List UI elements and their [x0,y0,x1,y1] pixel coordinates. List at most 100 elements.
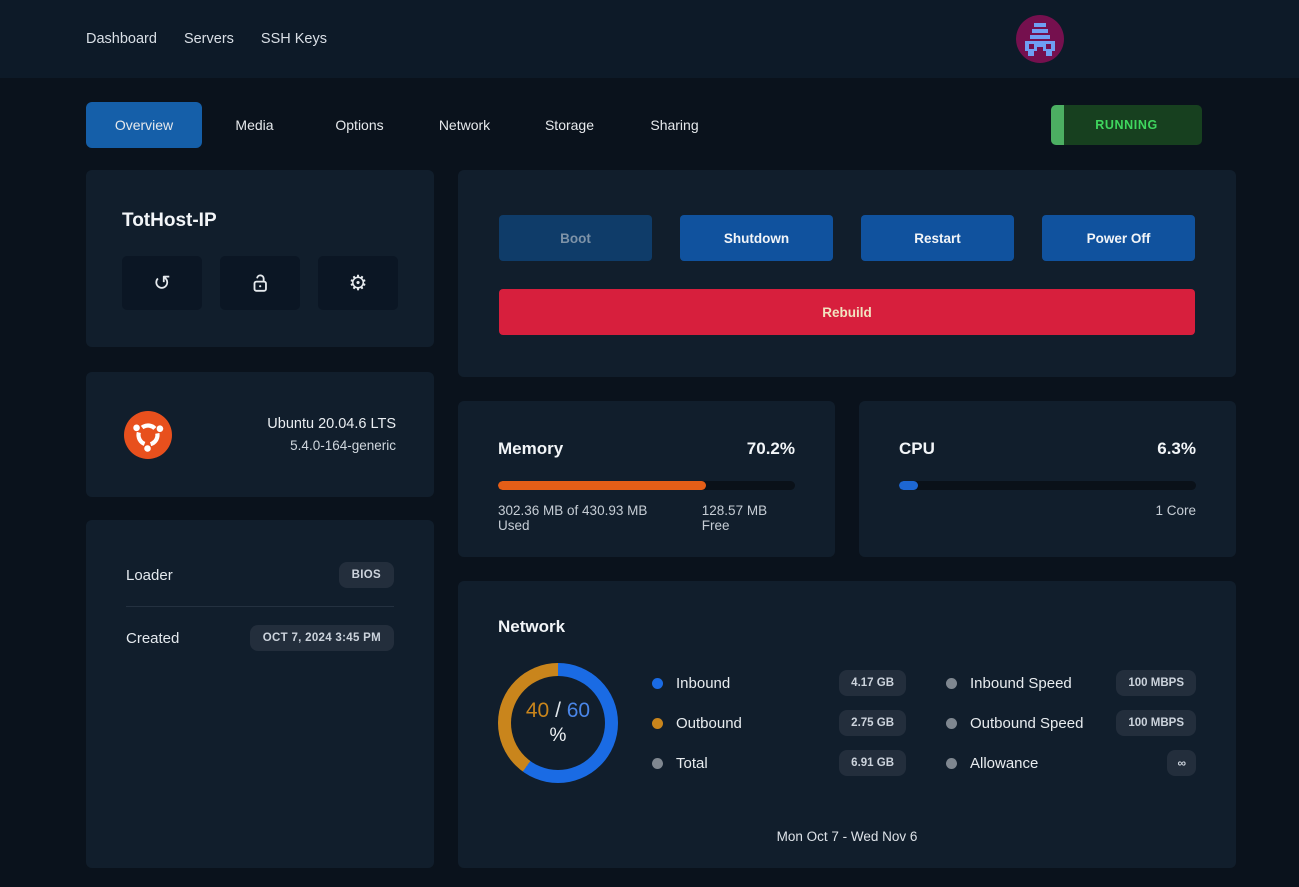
cpu-usage-bar [899,481,1196,490]
status-badge: RUNNING [1051,105,1202,145]
loader-label: Loader [126,566,173,584]
inbound-dot-icon [652,677,663,689]
top-nav: Dashboard Servers SSH Keys [86,31,327,47]
inbound-value-badge: 4.17 GB [839,670,906,696]
legend-total-row: Total 6.91 GB [652,750,906,777]
os-info: Ubuntu 20.04.6 LTS 5.4.0-164-generic [267,416,396,453]
outbound-speed-value-badge: 100 MBPS [1116,710,1196,736]
tab-options[interactable]: Options [335,117,384,133]
donut-outbound-pct: 40 [525,699,550,722]
server-name-card: TotHost-IP ↺ ⚙ [86,170,434,347]
tab-overview[interactable]: Overview [86,102,202,148]
total-label: Total [676,754,708,772]
created-value-badge: OCT 7, 2024 3:45 PM [249,625,394,651]
page-content: Overview Media Options Network Storage S… [0,102,1299,868]
meta-divider [126,606,394,607]
outbound-label: Outbound [676,714,742,732]
settings-server-button[interactable]: ⚙ [318,256,398,310]
os-kernel: 5.4.0-164-generic [290,438,396,453]
cpu-sub: 1 Core [899,503,1196,518]
network-period: Mon Oct 7 - Wed Nov 6 [776,829,918,844]
power-controls-card: Boot Shutdown Restart Power Off Rebuild [458,170,1236,377]
lock-server-button[interactable] [220,256,300,310]
outbound-dot-icon [652,717,663,729]
cpu-header: CPU 6.3% [899,439,1196,459]
allowance-value-badge: ∞ [1167,750,1196,776]
left-sidebar: TotHost-IP ↺ ⚙ [86,170,434,868]
legend-allowance-row: Allowance ∞ [946,750,1196,777]
usage-stats-row: Memory 70.2% 302.36 MB of 430.93 MB Used… [458,401,1236,557]
rebuild-button[interactable]: Rebuild [499,289,1195,335]
gear-icon: ⚙ [348,271,368,295]
nav-link-servers[interactable]: Servers [183,31,234,47]
status-badge-label: RUNNING [1095,118,1158,132]
memory-free-text: 128.57 MB Free [701,503,768,533]
cpu-cores-text: 1 Core [1155,503,1196,518]
legend-inbound-speed-row: Inbound Speed 100 MBPS [946,670,1196,697]
donut-separator: / [549,699,567,722]
inbound-speed-label: Inbound Speed [970,674,1072,692]
cpu-percent: 6.3% [1157,439,1196,458]
loader-value-badge: BIOS [338,562,394,588]
loader-row: Loader BIOS [126,544,394,606]
nav-link-dashboard[interactable]: Dashboard [86,31,157,47]
memory-usage-bar-fill [498,481,707,490]
restart-icon: ↺ [153,271,171,295]
created-row: Created OCT 7, 2024 3:45 PM [126,607,394,669]
donut-inbound-pct: 60 [566,699,591,722]
created-label: Created [126,629,180,647]
legend-inbound-row: Inbound 4.17 GB [652,670,906,697]
os-card: Ubuntu 20.04.6 LTS 5.4.0-164-generic [86,372,434,497]
unlock-icon [253,274,267,292]
network-donut: 40 / 60 % [498,663,618,783]
inbound-speed-dot-icon [946,677,957,689]
inbound-label: Inbound [676,674,731,692]
boot-button[interactable]: Boot [499,215,652,261]
inbound-speed-value-badge: 100 MBPS [1116,670,1196,696]
network-title: Network [498,617,566,636]
outbound-speed-label: Outbound Speed [970,714,1084,732]
tab-bar: Overview Media Options Network Storage S… [86,102,1202,148]
donut-unit: % [549,725,567,746]
network-donut-center: 40 / 60 % [511,676,605,770]
os-name: Ubuntu 20.04.6 LTS [267,416,396,432]
allowance-dot-icon [946,757,957,769]
total-dot-icon [652,757,663,769]
allowance-label: Allowance [970,754,1039,772]
memory-card: Memory 70.2% 302.36 MB of 430.93 MB Used… [458,401,835,557]
shutdown-button[interactable]: Shutdown [680,215,833,261]
top-bar: Dashboard Servers SSH Keys [0,0,1299,78]
outbound-speed-dot-icon [946,717,957,729]
restart-button[interactable]: Restart [861,215,1014,261]
memory-sub: 302.36 MB of 430.93 MB Used 128.57 MB Fr… [498,503,795,533]
cpu-title: CPU [899,439,935,458]
network-legend-right: Inbound Speed 100 MBPS Outbound Speed 10… [946,670,1196,777]
outbound-value-badge: 2.75 GB [839,710,906,736]
total-value-badge: 6.91 GB [839,750,906,776]
tab-media[interactable]: Media [235,117,274,133]
nav-link-ssh-keys[interactable]: SSH Keys [260,31,327,47]
cpu-card: CPU 6.3% 1 Core [859,401,1236,557]
power-button-row: Boot Shutdown Restart Power Off [499,215,1195,261]
infinity-icon: ∞ [1177,756,1186,770]
content-columns: TotHost-IP ↺ ⚙ [86,170,1236,868]
server-name: TotHost-IP [122,210,217,231]
main-column: Boot Shutdown Restart Power Off Rebuild … [458,170,1236,868]
memory-percent: 70.2% [746,439,795,458]
legend-outbound-row: Outbound 2.75 GB [652,710,906,737]
memory-used-text: 302.36 MB of 430.93 MB Used [498,503,648,533]
app-logo[interactable] [1016,15,1064,63]
restart-server-button[interactable]: ↺ [122,256,202,310]
legend-outbound-speed-row: Outbound Speed 100 MBPS [946,710,1196,737]
power-off-button[interactable]: Power Off [1042,215,1195,261]
tab-sharing[interactable]: Sharing [650,117,699,133]
memory-usage-bar [498,481,795,490]
tab-storage[interactable]: Storage [544,117,595,133]
ubuntu-logo-icon [124,410,172,459]
tab-network[interactable]: Network [438,117,491,133]
server-action-buttons: ↺ ⚙ [122,256,398,310]
server-meta-card: Loader BIOS Created OCT 7, 2024 3:45 PM [86,520,434,868]
memory-title: Memory [498,439,564,458]
network-card: Network 40 / 60 % [458,581,1236,868]
donut-ratio-text: 40 / 60 [526,699,590,723]
